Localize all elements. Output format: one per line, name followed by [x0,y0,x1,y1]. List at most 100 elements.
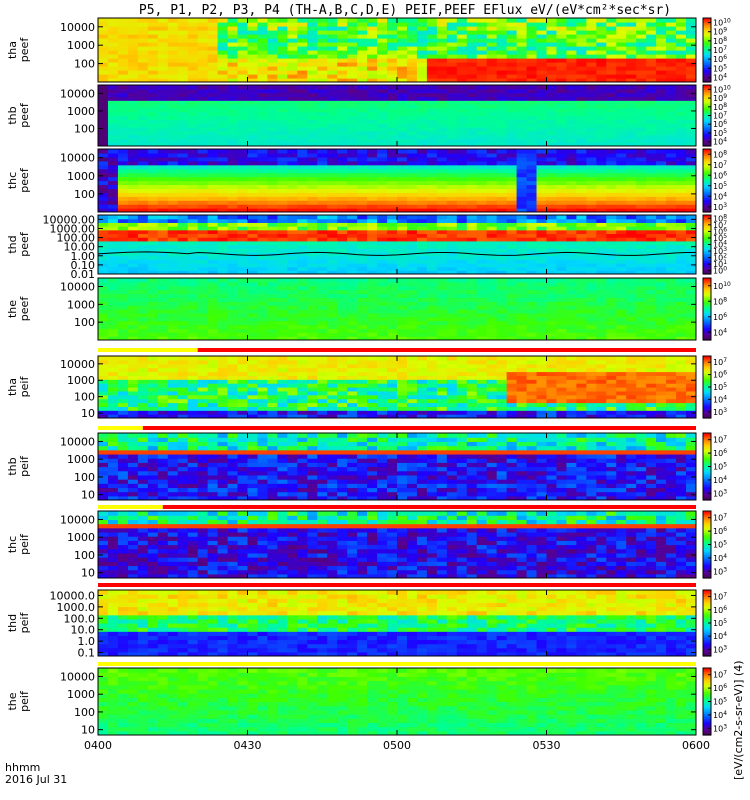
heatmap-cell [217,240,229,246]
colorbar-cell [703,141,711,144]
heatmap-cell [297,215,308,220]
heatmap-cell [596,88,607,94]
heatmap-cell [167,270,179,274]
heatmap-cell [506,107,518,113]
heatmap-cell [227,134,239,139]
heatmap-cell [317,262,328,268]
heatmap-cell [347,100,358,105]
heatmap-cell [237,149,249,154]
heatmap-cell [217,309,229,314]
heatmap-cell [267,42,278,47]
heatmap-cell [207,100,219,105]
heatmap-cell [636,126,647,132]
heatmap-cell [377,270,388,274]
heatmap-cell [526,259,538,264]
heatmap-cell [287,285,298,291]
heatmap-cell [566,30,577,35]
heatmap-cell [98,248,109,253]
heatmap-cell [476,130,488,136]
heatmap-cell [596,200,607,205]
heatmap-cell [546,293,558,298]
heatmap-cell [307,237,318,242]
heatmap-cell [596,70,607,75]
heatmap-cell [397,160,408,166]
heatmap-cell [307,46,318,51]
colorbar-cell [703,262,711,265]
heatmap-cell [317,244,328,249]
heatmap-cell [187,22,199,27]
heatmap-cell [267,301,278,306]
heatmap-cell [686,270,696,274]
heatmap-cell [616,22,627,27]
heatmap-cell [486,309,498,314]
heatmap-cell [297,107,308,113]
heatmap-cell [257,134,269,139]
heatmap-cell [686,248,696,253]
heatmap-cell [646,251,657,257]
heatmap-cell [556,328,568,333]
heatmap-cell [576,50,587,55]
heatmap-cell [486,237,498,242]
heatmap-cell [357,38,368,43]
heatmap-cell [147,96,159,101]
heatmap-cell [486,46,498,51]
heatmap-cell [98,324,109,329]
heatmap-cell [526,42,538,47]
colorbar-cell [703,69,711,72]
colorbar-cell [703,150,711,153]
heatmap-cell [327,312,338,318]
heatmap-cell [317,204,328,209]
heatmap-cell [606,88,617,94]
heatmap-cell [127,328,139,333]
heatmap-cell [606,66,617,71]
heatmap-cell [506,289,518,295]
heatmap-cell [576,259,587,264]
heatmap-cell [656,138,667,143]
heatmap-cell [476,281,488,287]
heatmap-cell [636,196,647,201]
heatmap-cell [506,152,518,158]
heatmap-cell [387,192,398,197]
heatmap-cell [237,305,249,310]
heatmap-cell [576,70,587,75]
heatmap-cell [656,58,667,63]
heatmap-cell [127,312,139,318]
heatmap-cell [347,149,358,154]
heatmap-cell [207,262,219,268]
heatmap-cell [307,18,318,23]
heatmap-cell [237,229,249,235]
heatmap-cell [257,270,269,274]
heatmap-cell [656,218,667,223]
heatmap-cell [177,50,189,55]
heatmap-cell [466,332,478,337]
heatmap-cell [606,332,617,337]
heatmap-cell [416,192,428,197]
heatmap-cell [426,192,438,197]
heatmap-cell [397,208,408,212]
heatmap-cell [566,46,577,51]
heatmap-cell [397,332,408,337]
heatmap-cell [167,237,179,242]
heatmap-cell [506,229,518,235]
heatmap-cell [397,152,408,158]
heatmap-cell [416,208,428,212]
heatmap-cell [197,281,209,287]
heatmap-cell [197,78,209,82]
heatmap-cell [526,281,538,287]
heatmap-cell [317,196,328,201]
heatmap-cell [546,152,558,158]
heatmap-cell [177,100,189,105]
heatmap-cell [536,233,548,238]
heatmap-cell [117,26,129,31]
heatmap-cell [98,270,109,274]
heatmap-cell [646,188,657,193]
heatmap-thb_peef [98,85,696,146]
heatmap-cell [526,74,538,79]
heatmap-cell [337,160,348,166]
heatmap-cell [167,46,179,51]
heatmap-cell [207,251,219,257]
heatmap-cell [377,251,388,257]
heatmap-cell [416,312,428,318]
heatmap-cell [127,297,139,302]
colorbar-cell [703,223,711,226]
